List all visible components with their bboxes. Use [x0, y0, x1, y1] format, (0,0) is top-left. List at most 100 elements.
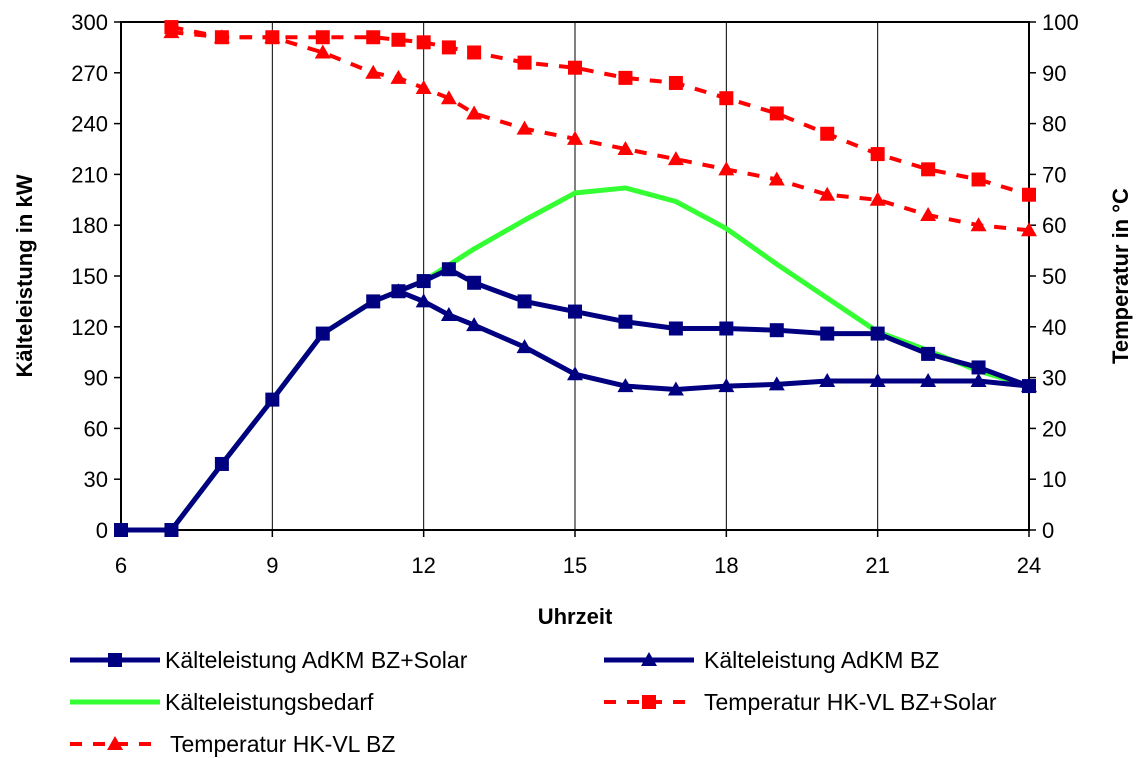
data-point	[668, 321, 683, 336]
data-point	[769, 106, 784, 121]
data-point	[441, 262, 456, 277]
tick-labels: 6 9 12 15 18 21 240306090120150180210240270300…	[71, 10, 1078, 578]
data-point	[415, 293, 432, 308]
y-axis-title-left: Kälteleistung in kW	[12, 174, 37, 377]
data-point	[365, 64, 382, 79]
data-point	[391, 284, 406, 299]
data-point	[568, 60, 582, 75]
legend-item-kaelteleistungsbedarf: Kälteleistungsbedarf	[70, 689, 374, 715]
series-line	[171, 25, 1030, 197]
data-point	[769, 323, 784, 338]
x-tick-label: 12	[411, 553, 435, 578]
y-tick-label-right: 90	[1042, 61, 1066, 86]
x-tick-label: 6	[115, 553, 127, 578]
y-tick-label-left: 210	[71, 162, 108, 187]
data-point	[718, 161, 735, 176]
legend-label: Kälteleistung AdKM BZ+Solar	[165, 647, 468, 673]
data-point	[114, 523, 128, 537]
y-tick-label-right: 100	[1042, 10, 1079, 35]
data-point	[265, 30, 280, 45]
data-point	[921, 162, 936, 177]
y-tick-label-left: 0	[96, 518, 108, 543]
legend-label: Temperatur HK-VL BZ	[170, 731, 395, 757]
data-point	[970, 217, 987, 232]
y-tick-label-right: 50	[1042, 264, 1066, 289]
legend-label: Kälteleistungsbedarf	[165, 689, 374, 715]
data-point	[971, 360, 986, 375]
data-point	[1022, 379, 1036, 394]
y-tick-label-right: 20	[1042, 416, 1066, 441]
y-tick-label-left: 300	[71, 10, 108, 35]
data-point	[870, 326, 885, 341]
data-point	[971, 172, 986, 187]
data-point	[517, 294, 532, 309]
data-point	[870, 147, 885, 162]
data-point	[416, 274, 431, 289]
data-point	[214, 30, 229, 45]
legend: Kälteleistung AdKM BZ+Solar Kälteleistung…	[70, 647, 997, 757]
x-tick-label: 9	[266, 553, 278, 578]
data-point	[1022, 187, 1036, 202]
data-point	[719, 321, 734, 336]
legend-label: Kälteleistung AdKM BZ	[704, 647, 939, 673]
series-temperatur-hk-vl-bz-solar	[164, 20, 1036, 202]
legend-swatch-marker	[108, 653, 122, 667]
data-point	[315, 326, 330, 341]
y-axis-title-right: Temperatur in °C	[1108, 188, 1133, 364]
data-point	[618, 70, 633, 85]
data-point	[869, 372, 886, 387]
data-point	[920, 372, 937, 387]
data-point	[1021, 222, 1037, 237]
data-point	[667, 381, 684, 396]
data-point	[667, 151, 684, 166]
data-point	[516, 120, 533, 135]
data-point	[390, 69, 407, 84]
data-point	[768, 171, 785, 186]
y-tick-label-right: 60	[1042, 213, 1066, 238]
y-tick-label-right: 70	[1042, 162, 1066, 187]
grid-lines	[271, 22, 879, 530]
series-kaelteleistung-adkm-bz-solar	[114, 262, 1036, 537]
data-point	[366, 30, 381, 45]
data-point	[466, 105, 483, 120]
legend-item-kaelteleistung-adkm-bz: Kälteleistung AdKM BZ	[604, 647, 939, 673]
legend-swatch-marker	[107, 736, 123, 750]
data-point	[440, 306, 457, 321]
series-kaelteleistung-adkm-bz	[390, 283, 1037, 396]
series	[114, 20, 1037, 537]
data-point	[441, 40, 456, 55]
data-point	[567, 366, 583, 381]
data-point	[920, 207, 937, 222]
data-point	[617, 141, 634, 155]
data-point	[970, 372, 987, 387]
legend-swatch-marker	[641, 652, 657, 666]
data-point	[366, 294, 381, 309]
y-tick-label-left: 30	[84, 467, 108, 492]
data-point	[164, 20, 179, 35]
y-tick-label-left: 240	[71, 112, 108, 137]
y-tick-label-right: 80	[1042, 112, 1066, 137]
legend-item-temperatur-hk-vl-bz: Temperatur HK-VL BZ	[70, 731, 395, 757]
series-temperatur-hk-vl-bz	[163, 24, 1037, 237]
legend-item-temperatur-hk-vl-bz-solar: Temperatur HK-VL BZ+Solar	[604, 689, 997, 715]
x-tick-label: 21	[865, 553, 889, 578]
data-point	[440, 90, 457, 105]
data-point	[416, 35, 431, 50]
y-tick-label-right: 30	[1042, 366, 1066, 391]
x-tick-label: 24	[1017, 553, 1041, 578]
y-tick-label-left: 150	[71, 264, 108, 289]
series-line	[397, 288, 1030, 392]
data-point	[567, 130, 583, 145]
data-point	[820, 326, 835, 341]
data-point	[568, 304, 582, 319]
y-tick-label-left: 270	[71, 61, 108, 86]
data-point	[164, 523, 179, 537]
data-point	[618, 314, 633, 329]
data-point	[214, 456, 229, 471]
data-point	[391, 32, 406, 47]
series-line	[171, 30, 1030, 233]
data-point	[921, 346, 936, 361]
data-point	[820, 126, 835, 141]
x-axis-title: Uhrzeit	[538, 604, 613, 629]
